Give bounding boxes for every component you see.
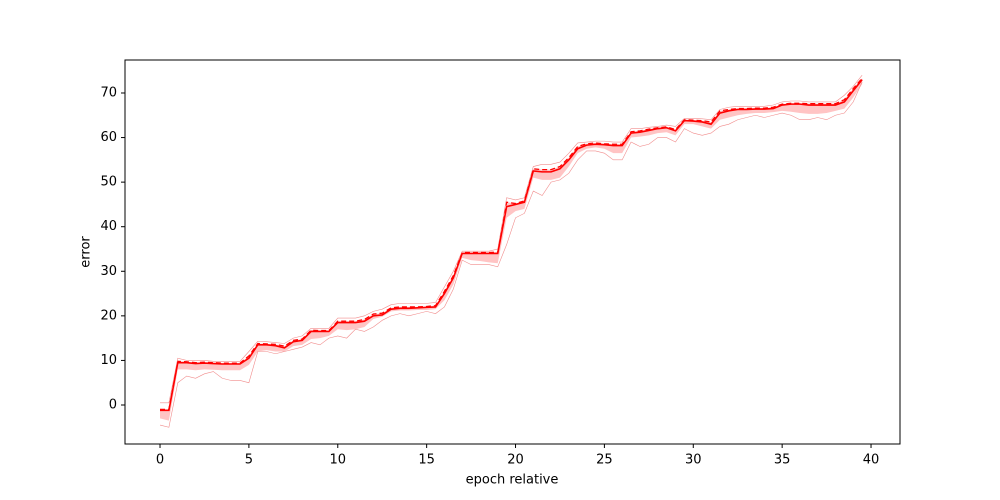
x-tick-label: 30: [685, 453, 702, 468]
band: [160, 78, 863, 421]
x-tick-label: 35: [774, 453, 791, 468]
plot-frame: [124, 59, 901, 445]
x-axis-label: epoch relative: [466, 473, 559, 488]
y-tick-label: 30: [100, 264, 117, 279]
y-tick-label: 70: [100, 85, 117, 100]
x-tick-label: 5: [245, 453, 253, 468]
x-tick-label: 10: [329, 453, 346, 468]
y-tick-label: 20: [100, 308, 117, 323]
line-solid: [160, 79, 863, 412]
line-thin: [159, 81, 863, 428]
y-axis-label: error: [79, 236, 94, 268]
x-tick-label: 40: [863, 453, 880, 468]
y-tick-label: 40: [100, 219, 117, 234]
x-tick-label: 25: [596, 453, 613, 468]
x-tick-label: 15: [418, 453, 435, 468]
y-tick-label: 60: [100, 130, 117, 145]
x-tick-label: 0: [156, 453, 164, 468]
y-tick-label: 10: [100, 353, 117, 368]
y-tick-label: 0: [109, 397, 117, 412]
line-dashed: [160, 77, 863, 411]
x-tick-label: 20: [507, 453, 524, 468]
line-thin: [160, 74, 863, 404]
y-tick-label: 50: [100, 175, 117, 190]
